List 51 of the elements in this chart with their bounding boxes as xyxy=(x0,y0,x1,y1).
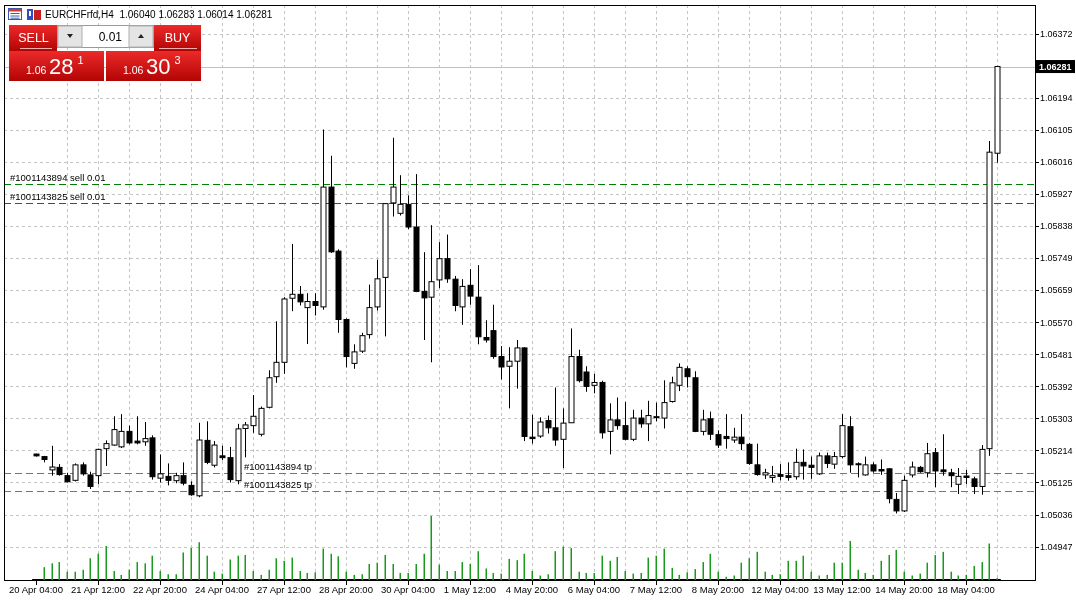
annotation: 3 xyxy=(174,54,181,66)
annotation: 1 xyxy=(77,54,84,66)
x-tick-label: 6 May 04:00 xyxy=(567,584,621,595)
y-tick-label: 1.05659 xyxy=(1040,285,1073,296)
x-tick-label: 8 May 20:00 xyxy=(691,584,745,595)
y-tick-label: 1.05036 xyxy=(1040,509,1073,520)
x-tick-label: 21 Apr 12:00 xyxy=(71,584,125,595)
y-tick-label: 1.06016 xyxy=(1040,157,1073,168)
y-tick-label: 1.05749 xyxy=(1040,253,1073,264)
annotation: 28 xyxy=(49,54,74,79)
annotation: 1.06 xyxy=(123,64,144,76)
x-tick-label: 28 Apr 20:00 xyxy=(319,584,373,595)
y-tick-label: 1.05392 xyxy=(1040,381,1073,392)
x-tick-label: 22 Apr 20:00 xyxy=(133,584,187,595)
x-tick-label: 14 May 20:00 xyxy=(875,584,933,595)
chart-title: EURCHFrfd,H4 1.06040 1.06283 1.06014 1.06281 xyxy=(45,8,273,20)
y-tick-label: 1.05125 xyxy=(1040,477,1073,488)
x-tick-label: 30 Apr 04:00 xyxy=(381,584,435,595)
ref-line-label: #1001143825 sell 0.01 xyxy=(10,191,106,203)
candlestick xyxy=(948,468,955,488)
annotation: SELL xyxy=(18,30,49,45)
x-tick-label: 12 May 04:00 xyxy=(751,584,809,595)
buy-button: BUY xyxy=(154,25,201,51)
y-tick-label: 1.06194 xyxy=(1040,92,1073,103)
candlestick xyxy=(746,442,753,466)
y-tick-label: 1.05481 xyxy=(1040,349,1073,360)
x-tick-label: 1 May 12:00 xyxy=(443,584,497,595)
y-tick-label: 1.05927 xyxy=(1040,189,1073,200)
annotation: BUY xyxy=(164,30,192,45)
x-tick-label: 27 Apr 12:00 xyxy=(257,584,311,595)
y-tick-label: 1.06372 xyxy=(1040,28,1073,39)
x-tick-label: 20 Apr 04:00 xyxy=(9,584,63,595)
y-tick-label: 1.05214 xyxy=(1040,445,1073,456)
y-tick-label: 1.05838 xyxy=(1040,221,1073,232)
annotation: 30 xyxy=(146,54,171,79)
x-tick-label: 24 Apr 04:00 xyxy=(195,584,249,595)
annotation: 1.06 xyxy=(26,64,47,76)
sell-button: SELL xyxy=(9,25,57,51)
ref-line-label: #1001143894 tp xyxy=(244,460,312,472)
ref-line-label: #1001143825 tp xyxy=(244,478,312,490)
x-tick-label: 13 May 12:00 xyxy=(813,584,871,595)
y-tick-label: 1.04947 xyxy=(1040,541,1073,552)
ref-line-label: #1001143894 sell 0.01 xyxy=(10,172,106,184)
ref-line-label: 1.06281 xyxy=(1039,61,1072,72)
y-tick-label: 1.06105 xyxy=(1040,125,1073,136)
x-tick-label: 7 May 12:00 xyxy=(629,584,683,595)
x-tick-label: 18 May 04:00 xyxy=(937,584,995,595)
y-tick-label: 1.05570 xyxy=(1040,317,1073,328)
x-tick-label: 4 May 20:00 xyxy=(505,584,559,595)
y-tick-label: 1.05303 xyxy=(1040,413,1073,424)
annotation: 0.01 xyxy=(98,30,123,44)
